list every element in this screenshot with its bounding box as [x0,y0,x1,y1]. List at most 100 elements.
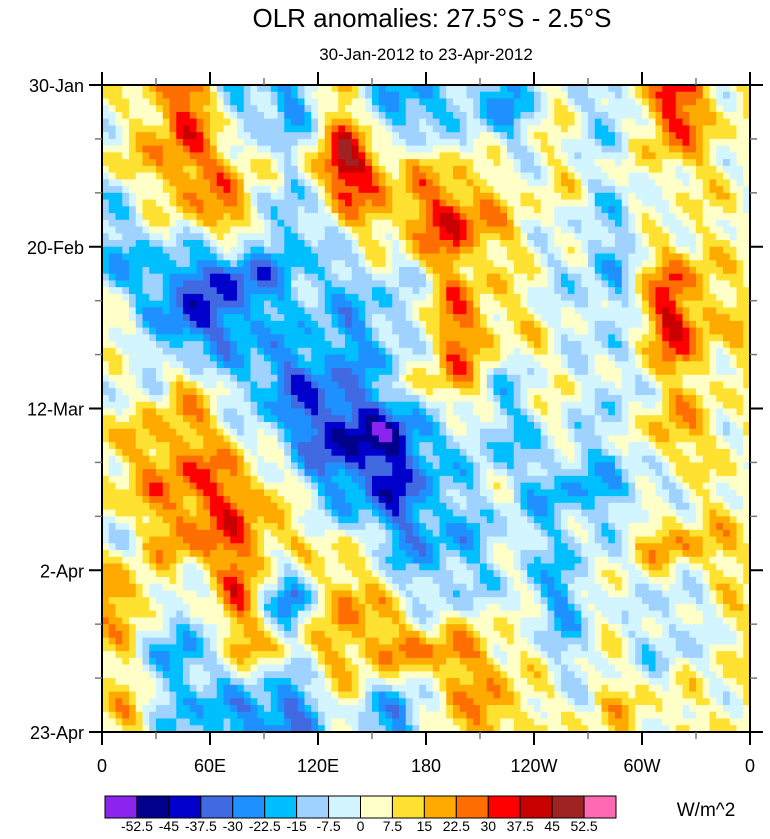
field-cell [527,199,535,207]
field-cell [608,401,616,410]
field-cell [547,192,555,201]
field-cell [324,408,333,416]
field-cell [561,219,569,228]
field-cell [520,159,528,167]
field-cell [540,381,549,389]
field-cell [203,132,211,140]
field-cell [345,293,353,302]
field-cell [439,165,447,174]
field-cell [372,388,380,396]
field-cell [378,206,387,214]
field-cell [540,111,549,120]
field-cell [621,138,630,147]
field-cell [729,421,738,430]
field-cell [135,273,144,282]
field-cell [615,381,623,389]
field-cell [446,273,454,282]
field-cell [351,132,360,140]
field-cell [412,300,420,309]
field-cell [210,246,218,255]
field-cell [439,388,447,396]
field-cell [405,314,414,322]
field-cell [419,266,427,275]
field-cell [264,320,272,329]
field-cell [540,415,549,423]
field-cell [419,300,427,309]
field-cell [284,199,292,207]
field-cell [480,199,488,207]
field-cell [129,368,137,376]
field-cell [108,219,117,228]
field-cell [358,199,366,207]
field-cell [108,280,117,288]
field-cell [108,408,117,416]
field-cell [716,287,724,295]
field-cell [372,152,380,160]
field-cell [709,354,717,362]
field-cell [203,293,211,302]
field-cell [513,233,522,241]
field-cell [466,428,474,437]
field-cell [324,219,333,228]
field-cell [594,186,603,194]
field-cell [486,172,495,180]
field-cell [135,159,144,167]
field-cell [473,395,481,403]
field-cell [108,320,117,329]
field-cell [723,91,731,100]
field-cell [588,111,596,120]
field-cell [277,85,285,93]
field-cell [601,253,609,261]
field-cell [129,421,137,430]
field-cell [696,152,704,160]
field-cell [601,421,609,430]
field-cell [642,240,650,248]
field-cell [446,172,454,180]
field-cell [324,273,333,282]
field-cell [493,388,501,396]
field-cell [736,199,744,207]
field-cell [297,159,306,167]
field-cell [412,172,420,180]
field-cell [385,240,393,248]
field-cell [378,85,387,93]
field-cell [304,240,312,248]
field-cell [736,408,744,416]
field-cell [648,361,657,369]
field-cell [426,105,434,113]
field-cell [324,91,333,100]
field-cell [169,293,177,302]
field-cell [439,401,447,410]
field-cell [412,98,420,106]
field-cell [702,145,711,153]
field-cell [534,415,542,423]
field-cell [378,219,387,228]
field-cell [129,91,137,100]
field-cell [500,395,508,403]
field-cell [129,138,137,147]
field-cell [277,293,285,302]
field-cell [689,401,697,410]
field-cell [189,85,198,93]
field-cell [446,327,454,335]
field-cell [210,334,218,342]
field-cell [547,98,555,106]
field-cell [446,300,454,309]
field-cell [196,246,204,255]
field-cell [655,192,663,201]
field-cell [257,253,265,261]
field-cell [115,374,123,383]
field-cell [655,206,663,214]
field-cell [176,307,184,315]
field-cell [648,240,657,248]
field-cell [108,98,117,106]
field-cell [189,334,198,342]
field-cell [311,401,319,410]
field-cell [682,293,690,302]
field-cell [615,246,623,255]
field-cell [297,293,306,302]
field-cell [210,132,218,140]
field-cell [601,118,609,127]
field-cell [507,320,515,329]
field-cell [466,273,474,282]
